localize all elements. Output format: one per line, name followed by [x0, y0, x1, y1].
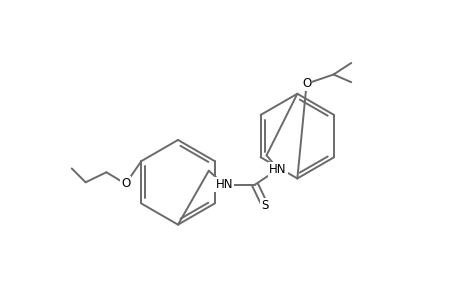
- Text: S: S: [261, 199, 268, 212]
- Text: O: O: [121, 177, 130, 190]
- Text: HN: HN: [269, 163, 286, 176]
- Text: O: O: [301, 77, 311, 90]
- Text: HN: HN: [215, 178, 232, 191]
